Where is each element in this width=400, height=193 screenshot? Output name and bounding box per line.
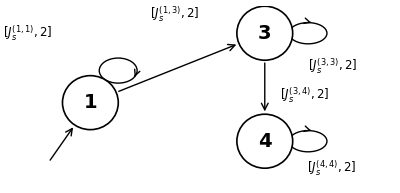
Text: $[J_s^{(3,4)},2]$: $[J_s^{(3,4)},2]$: [280, 85, 329, 105]
Text: 4: 4: [258, 132, 272, 151]
Text: $[J_s^{(4,4)},2]$: $[J_s^{(4,4)},2]$: [307, 158, 356, 178]
Text: $[J_s^{(1,3)},2]$: $[J_s^{(1,3)},2]$: [150, 4, 200, 24]
Text: $[J_s^{(1,1)},2]$: $[J_s^{(1,1)},2]$: [3, 24, 52, 43]
Circle shape: [62, 76, 118, 130]
Text: 3: 3: [258, 24, 272, 43]
Text: $[J_s^{(3,3)},2]$: $[J_s^{(3,3)},2]$: [308, 56, 357, 76]
Text: 1: 1: [84, 93, 97, 112]
Circle shape: [237, 114, 293, 168]
Circle shape: [237, 6, 293, 60]
